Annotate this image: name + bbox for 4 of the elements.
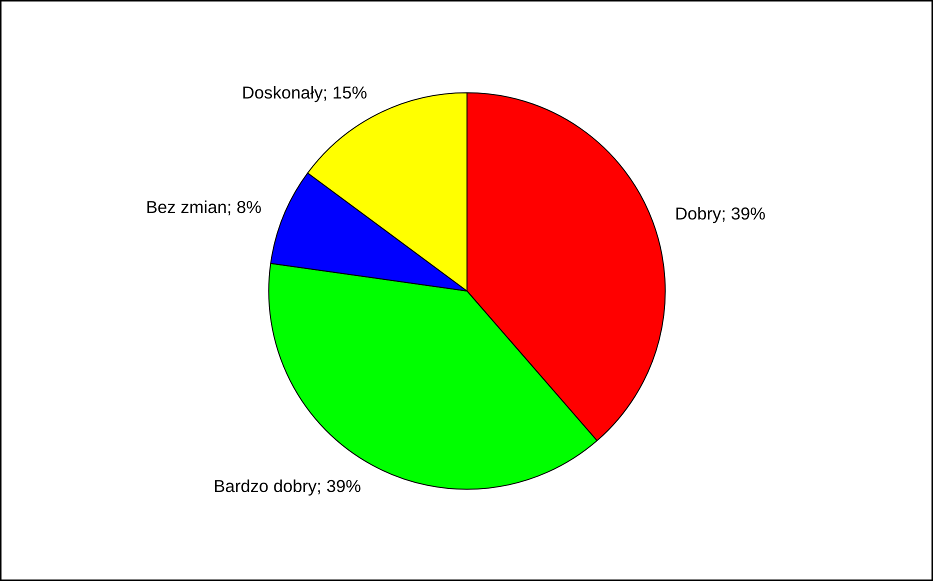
- slice-label: Bardzo dobry; 39%: [214, 476, 361, 496]
- slice-label: Dobry; 39%: [675, 203, 766, 224]
- slice-label: Doskonały; 15%: [242, 82, 368, 103]
- slice-label: Bez zmian; 8%: [146, 196, 262, 217]
